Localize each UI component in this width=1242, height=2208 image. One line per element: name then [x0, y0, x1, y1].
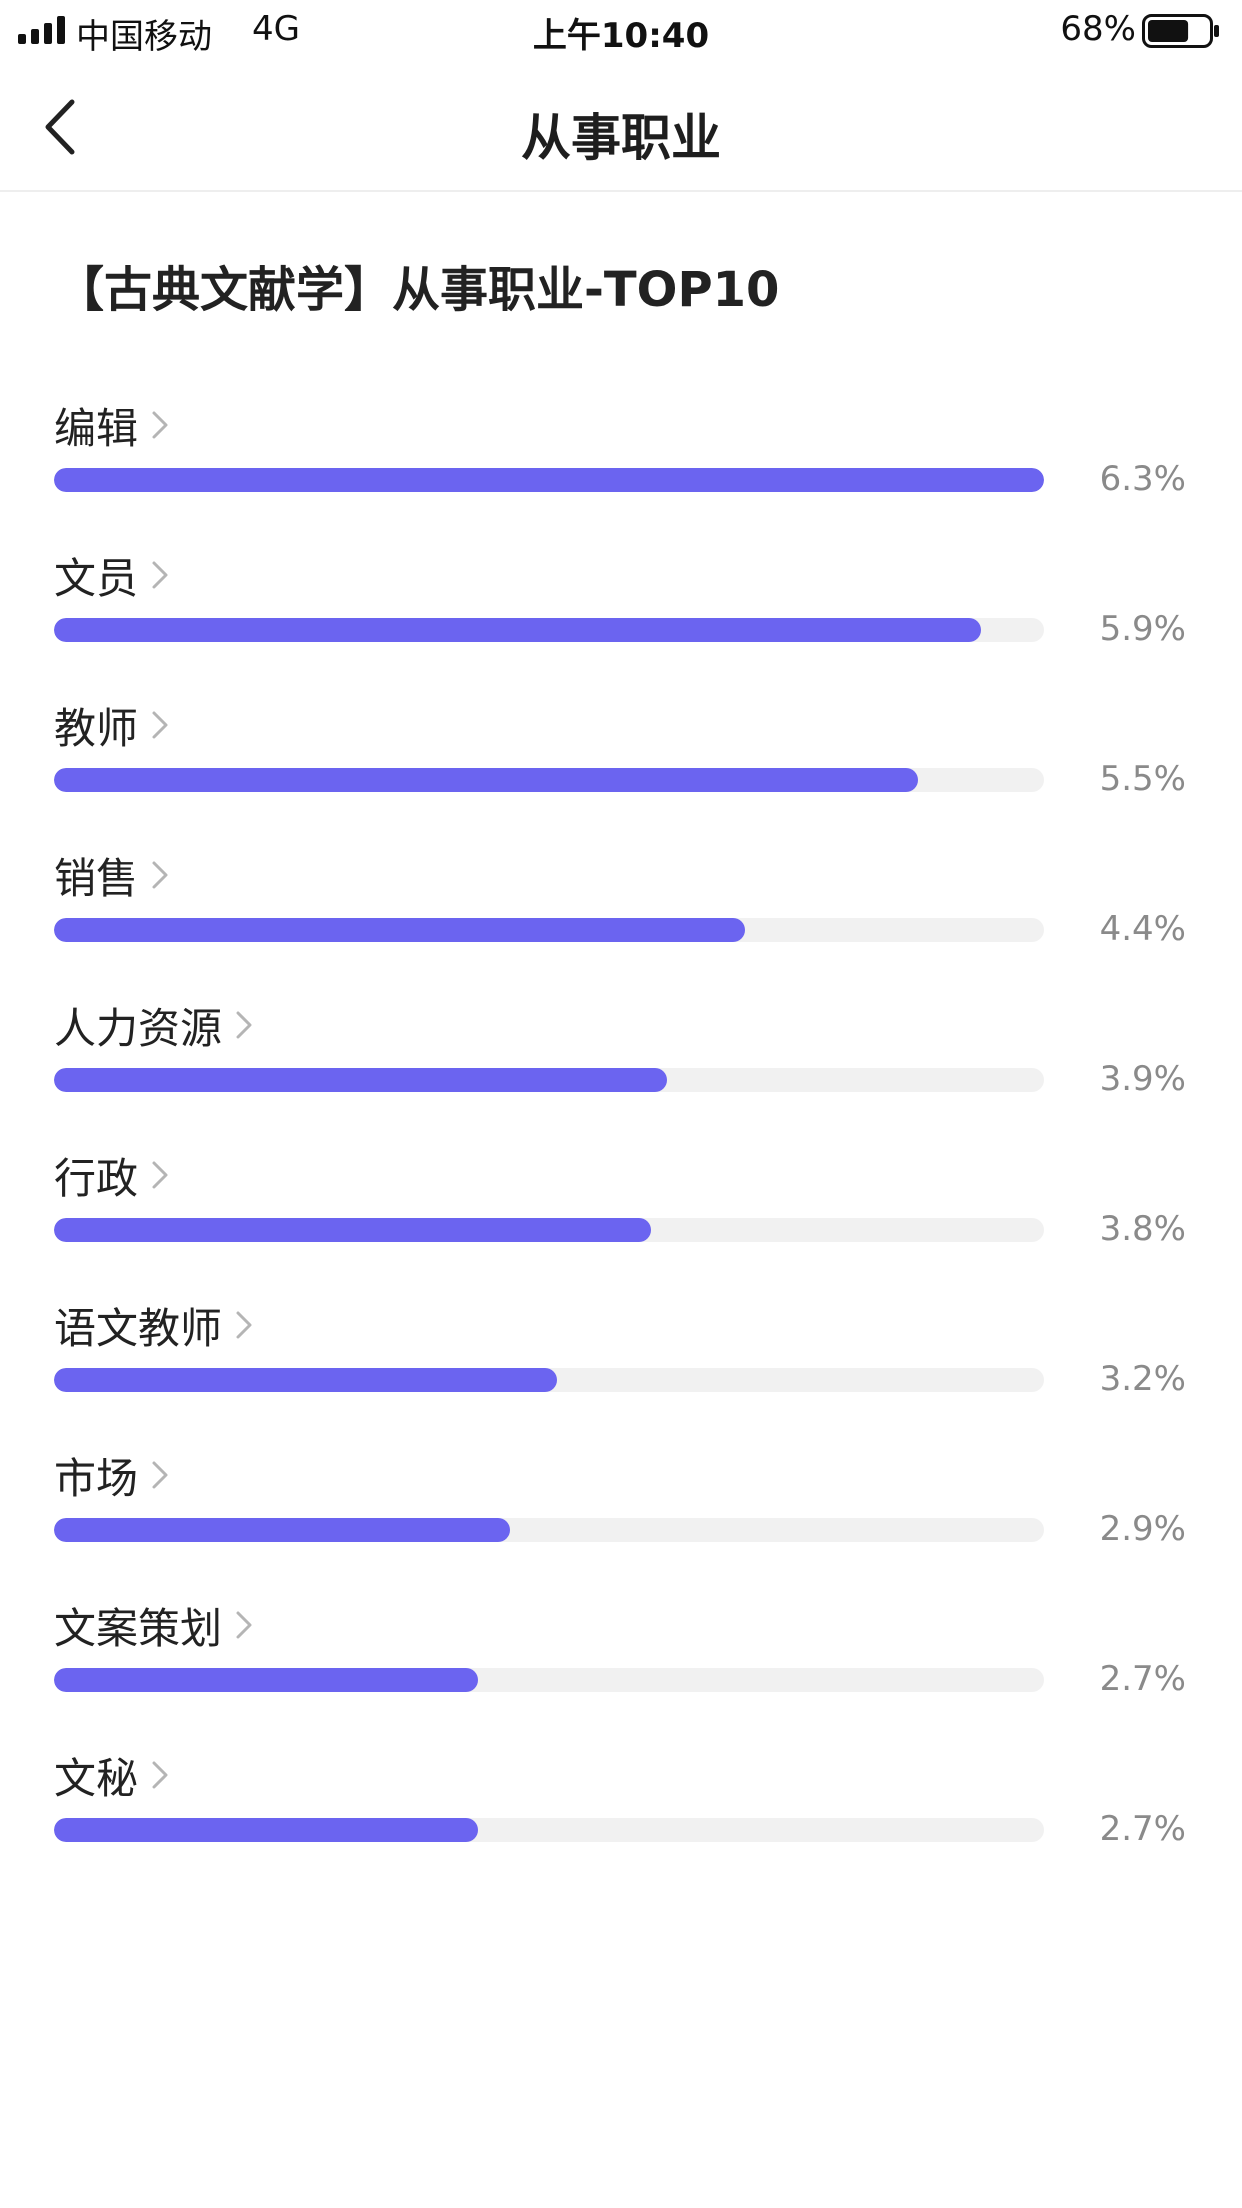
- list-item: 语文教师 3.2%: [0, 1282, 1242, 1432]
- chevron-right-icon: [152, 1161, 168, 1189]
- chevron-right-icon: [236, 1611, 252, 1639]
- chevron-left-icon: [45, 99, 75, 155]
- job-label: 市场: [54, 1453, 139, 1503]
- bar-fill: [54, 918, 746, 942]
- list-item: 市场 2.9%: [0, 1432, 1242, 1582]
- job-label: 人力资源: [54, 1003, 223, 1053]
- job-label: 语文教师: [54, 1303, 223, 1353]
- job-percentage: 3.2%: [1099, 1359, 1186, 1399]
- network-type: 4G: [252, 9, 300, 49]
- bar-track: [54, 618, 1044, 642]
- status-clock: 上午10:40: [532, 16, 710, 56]
- chevron-right-icon: [152, 561, 168, 589]
- back-button[interactable]: [30, 92, 100, 162]
- bar-track: [54, 1368, 1044, 1392]
- chevron-right-icon: [152, 1761, 168, 1789]
- bar-track: [54, 918, 1044, 942]
- list-item: 文员 5.9%: [0, 532, 1242, 682]
- navigation-bar: 从事职业: [0, 60, 1242, 192]
- job-link[interactable]: 语文教师: [54, 1295, 256, 1355]
- section-title: 【古典文献学】从事职业-TOP10: [56, 262, 780, 318]
- bar-track: [54, 1668, 1044, 1692]
- job-percentage: 2.9%: [1099, 1509, 1186, 1549]
- job-link[interactable]: 编辑: [54, 395, 172, 455]
- job-label: 销售: [54, 853, 139, 903]
- job-label: 教师: [54, 703, 139, 753]
- list-item: 文秘 2.7%: [0, 1732, 1242, 1882]
- job-link[interactable]: 教师: [54, 695, 172, 755]
- job-percentage: 2.7%: [1099, 1809, 1186, 1849]
- job-link[interactable]: 销售: [54, 845, 172, 905]
- bar-fill: [54, 1818, 479, 1842]
- chevron-right-icon: [152, 711, 168, 739]
- list-item: 行政 3.8%: [0, 1132, 1242, 1282]
- job-label: 文员: [54, 553, 139, 603]
- list-item: 销售 4.4%: [0, 832, 1242, 982]
- job-percentage: 5.5%: [1099, 759, 1186, 799]
- job-percentage: 6.3%: [1099, 459, 1186, 499]
- chevron-right-icon: [152, 1461, 168, 1489]
- bar-track: [54, 1518, 1044, 1542]
- bar-track: [54, 468, 1044, 492]
- bar-track: [54, 1818, 1044, 1842]
- job-percentage: 5.9%: [1099, 609, 1186, 649]
- bar-fill: [54, 1218, 652, 1242]
- job-percentage: 2.7%: [1099, 1659, 1186, 1699]
- carrier-name: 中国移动: [76, 17, 212, 57]
- bar-fill: [54, 1068, 667, 1092]
- bar-fill: [54, 1518, 510, 1542]
- list-item: 编辑 6.3%: [0, 382, 1242, 532]
- battery-icon: [1142, 14, 1219, 48]
- job-percentage: 4.4%: [1099, 909, 1186, 949]
- chevron-right-icon: [152, 861, 168, 889]
- bar-fill: [54, 618, 982, 642]
- job-label: 文秘: [54, 1753, 139, 1803]
- page-title: 从事职业: [521, 109, 721, 167]
- bar-track: [54, 768, 1044, 792]
- job-ranking-list: 编辑 6.3% 文员 5.9% 教师 5.5% 销售 4.4% 人力资源 3.9% 行政 3.8% 语文…: [0, 382, 1242, 1882]
- bar-fill: [54, 1368, 557, 1392]
- job-link[interactable]: 行政: [54, 1145, 172, 1205]
- job-link[interactable]: 人力资源: [54, 995, 256, 1055]
- job-label: 行政: [54, 1153, 139, 1203]
- chevron-right-icon: [236, 1311, 252, 1339]
- job-link[interactable]: 市场: [54, 1445, 172, 1505]
- chevron-right-icon: [236, 1011, 252, 1039]
- list-item: 文案策划 2.7%: [0, 1582, 1242, 1732]
- job-label: 文案策划: [54, 1603, 223, 1653]
- list-item: 人力资源 3.9%: [0, 982, 1242, 1132]
- job-link[interactable]: 文案策划: [54, 1595, 256, 1655]
- job-link[interactable]: 文秘: [54, 1745, 172, 1805]
- signal-bars-icon: [18, 16, 65, 44]
- job-link[interactable]: 文员: [54, 545, 172, 605]
- chevron-right-icon: [152, 411, 168, 439]
- bar-track: [54, 1218, 1044, 1242]
- bar-fill: [54, 468, 1044, 492]
- job-percentage: 3.8%: [1099, 1209, 1186, 1249]
- bar-fill: [54, 1668, 479, 1692]
- status-bar: 中国移动 4G 上午10:40 68%: [0, 0, 1242, 60]
- job-label: 编辑: [54, 403, 139, 453]
- list-item: 教师 5.5%: [0, 682, 1242, 832]
- battery-percent: 68%: [1060, 9, 1136, 49]
- bar-track: [54, 1068, 1044, 1092]
- bar-fill: [54, 768, 919, 792]
- job-percentage: 3.9%: [1099, 1059, 1186, 1099]
